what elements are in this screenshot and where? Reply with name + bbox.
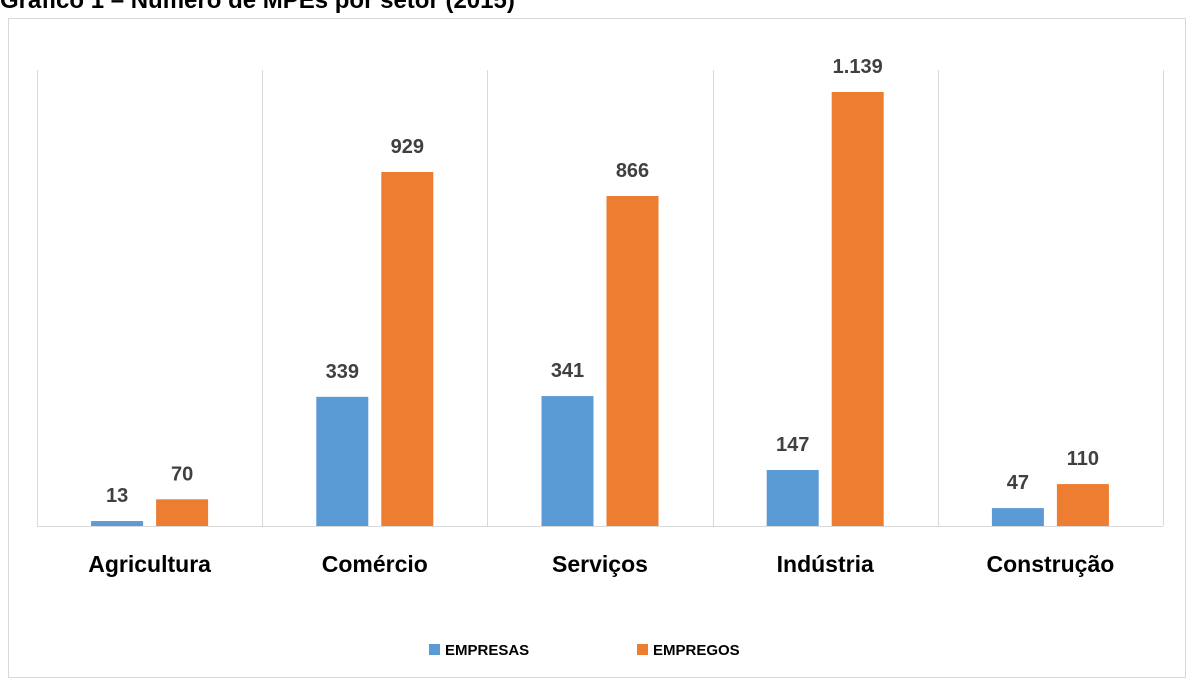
- data-label-empresas-industria: 147: [776, 434, 809, 456]
- data-label-empregos-agricultura: 70: [171, 463, 193, 485]
- x-tick-label-agricultura: Agricultura: [88, 551, 211, 577]
- bar-empresas-comercio: [316, 396, 369, 526]
- legend-label-empregos: EMPREGOS: [653, 642, 740, 659]
- bar-empregos-agricultura: [156, 499, 209, 526]
- bar-empregos-construcao: [1056, 484, 1109, 526]
- data-label-empregos-comercio: 929: [391, 136, 424, 158]
- bar-empregos-industria: [831, 92, 884, 526]
- legend-swatch-empregos: [637, 644, 648, 655]
- bar-empregos-comercio: [381, 172, 434, 526]
- x-tick-label-comercio: Comércio: [322, 551, 428, 577]
- bar-empresas-industria: [766, 469, 819, 526]
- chart-title-clip: Gráfico 1 – Número de MPEs por setor (20…: [0, 0, 1191, 14]
- bar-empresas-agricultura: [91, 521, 144, 526]
- bar-empresas-servicos: [541, 396, 594, 526]
- legend-label-empresas: EMPRESAS: [445, 642, 529, 659]
- bar-empregos-servicos: [606, 196, 659, 526]
- x-tick-label-industria: Indústria: [777, 551, 874, 577]
- chart-frame: [8, 18, 1186, 678]
- x-tick-label-servicos: Serviços: [552, 551, 648, 577]
- data-label-empresas-agricultura: 13: [106, 485, 128, 507]
- legend-swatch-empresas: [429, 644, 440, 655]
- data-label-empregos-servicos: 866: [616, 160, 649, 182]
- data-label-empresas-servicos: 341: [551, 360, 584, 382]
- data-label-empresas-comercio: 339: [326, 361, 359, 383]
- x-tick-label-construcao: Construção: [987, 551, 1115, 577]
- data-label-empregos-construcao: 110: [1067, 448, 1099, 470]
- data-label-empresas-construcao: 47: [1007, 472, 1029, 494]
- data-label-empregos-industria: 1.139: [833, 56, 883, 78]
- chart-title: Gráfico 1 – Número de MPEs por setor (20…: [0, 0, 515, 14]
- bar-empresas-construcao: [991, 508, 1044, 526]
